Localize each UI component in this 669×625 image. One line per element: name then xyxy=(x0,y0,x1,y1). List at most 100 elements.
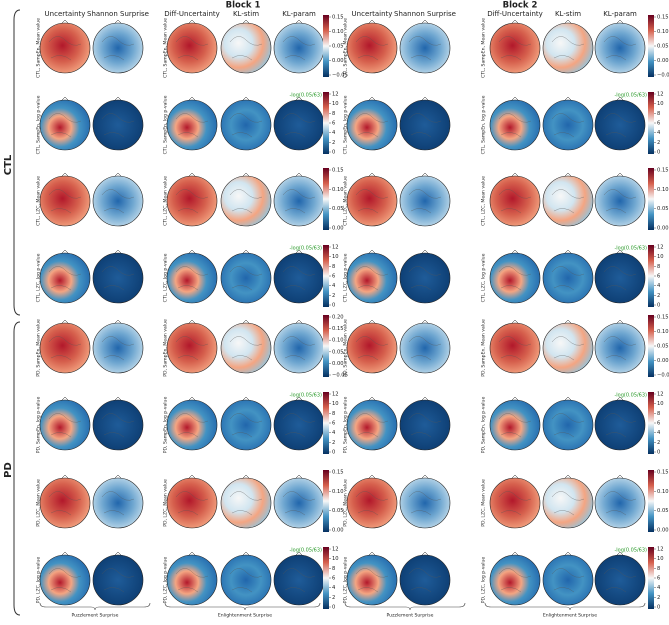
colorbar-tick-label: 0.00 xyxy=(657,58,669,64)
colorbar-tick-label: 12 xyxy=(332,245,339,251)
head-nose xyxy=(61,396,69,401)
colorbar-tick-label: 6 xyxy=(332,274,335,280)
head-nose xyxy=(616,249,624,254)
topomap xyxy=(220,99,272,151)
column-header: Diff-Uncertainty xyxy=(164,10,220,18)
head-nose xyxy=(61,172,69,177)
colorbar xyxy=(323,92,329,154)
colorbar-tick-label: 0 xyxy=(657,605,660,611)
head-nose xyxy=(421,396,429,401)
colorbar-tick-label: 0 xyxy=(657,150,660,156)
contour xyxy=(603,36,637,61)
colorbar-tick-label: 0.00 xyxy=(657,358,669,364)
colorbar-tick-label: 0.00 xyxy=(332,226,344,232)
colorbar-tick-label: 8 xyxy=(657,264,660,270)
topomap xyxy=(166,554,218,606)
colorbar-tick-label: 6 xyxy=(657,121,660,127)
head-nose xyxy=(368,96,376,101)
head-nose xyxy=(368,396,376,401)
colorbar-tick-label: 0.00 xyxy=(657,528,669,534)
colorbar xyxy=(648,315,654,377)
contour xyxy=(282,36,316,61)
head-nose xyxy=(295,249,303,254)
row-label: CTL, SampEn, log p-value xyxy=(163,95,169,154)
topomap xyxy=(594,322,646,374)
colorbar xyxy=(648,245,654,307)
head-nose xyxy=(61,19,69,24)
colorbar-tick-label: 0.05 xyxy=(332,349,344,355)
head-nose xyxy=(114,19,122,24)
contour xyxy=(551,413,585,438)
topomap xyxy=(39,399,91,451)
colorbar-tick-label: 2 xyxy=(657,440,660,446)
row-label: PD, SampEn, log p-value xyxy=(343,397,349,454)
contour xyxy=(408,413,442,438)
topomap xyxy=(594,22,646,74)
topomap xyxy=(166,99,218,151)
contour xyxy=(175,491,209,516)
colorbar-tick-label: 4 xyxy=(332,130,336,136)
group-label: PD xyxy=(3,462,14,478)
topomap xyxy=(346,252,398,304)
colorbar-tick-label: 0 xyxy=(657,303,660,309)
contour xyxy=(355,266,389,291)
colorbar-tick-label: 0.00 xyxy=(332,58,344,64)
head-nose xyxy=(114,474,122,479)
topomap xyxy=(489,477,541,529)
colorbar-tick-label: 6 xyxy=(657,576,660,582)
row-label: CTL, LZC, log p-value xyxy=(343,253,349,302)
head-nose xyxy=(564,396,572,401)
colorbar-tick-label: 0.15 xyxy=(332,168,344,174)
head-nose xyxy=(564,551,572,556)
threshold-label: -log(0.05/63) xyxy=(614,246,647,252)
topomap xyxy=(346,554,398,606)
footer-brace xyxy=(39,602,151,611)
head-nose xyxy=(511,396,519,401)
contour xyxy=(175,568,209,593)
topomap xyxy=(220,252,272,304)
head-nose xyxy=(242,396,250,401)
colorbar-tick-label: 0.05 xyxy=(332,508,344,514)
colorbar-tick-label: 10 xyxy=(657,254,664,260)
colorbar-tick-label: 0.05 xyxy=(657,344,669,350)
row-label: CTL, SampEn, Mean value xyxy=(343,18,349,78)
topomap xyxy=(346,22,398,74)
row-label: PD, SampEn, log p-value xyxy=(36,397,42,454)
column-header: Diff-Uncertainty xyxy=(487,10,543,18)
contour xyxy=(355,568,389,593)
row-label: CTL, LZC, Mean value xyxy=(163,176,169,226)
head-nose xyxy=(114,319,122,324)
colorbar-tick-label: 0.10 xyxy=(332,338,344,344)
head-nose xyxy=(421,96,429,101)
row-label: PD, LZC, log p-value xyxy=(343,557,349,604)
head-nose xyxy=(421,319,429,324)
colorbar-tick-label: 0.00 xyxy=(332,361,344,367)
colorbar-tick-label: 0.00 xyxy=(657,226,669,232)
head-nose xyxy=(114,551,122,556)
contour xyxy=(498,189,532,214)
contour xyxy=(282,266,316,291)
colorbar-tick-label: 8 xyxy=(332,264,335,270)
head-nose xyxy=(242,319,250,324)
colorbar-tick-label: 8 xyxy=(332,411,335,417)
threshold-label: -log(0.05/63) xyxy=(289,246,322,252)
contour xyxy=(229,491,263,516)
contour xyxy=(551,189,585,214)
contour xyxy=(355,491,389,516)
colorbar xyxy=(323,245,329,307)
contour xyxy=(101,336,135,361)
colorbar xyxy=(323,470,329,532)
contour xyxy=(603,113,637,138)
contour xyxy=(408,113,442,138)
colorbar-tick-label: −0.05 xyxy=(657,73,669,79)
colorbar-tick-label: 6 xyxy=(332,421,335,427)
colorbar-tick-label: 10 xyxy=(332,556,339,562)
row-label: CTL, LZC, Mean value xyxy=(481,176,487,226)
row-label: PD, LZC, log p-value xyxy=(36,557,42,604)
topomap xyxy=(220,477,272,529)
row-label: CTL, SampEn, Mean value xyxy=(36,18,42,78)
head-nose xyxy=(188,172,196,177)
contour xyxy=(229,36,263,61)
colorbar-tick-label: 0.05 xyxy=(657,44,669,50)
colorbar-tick-label: 0.15 xyxy=(657,15,669,21)
